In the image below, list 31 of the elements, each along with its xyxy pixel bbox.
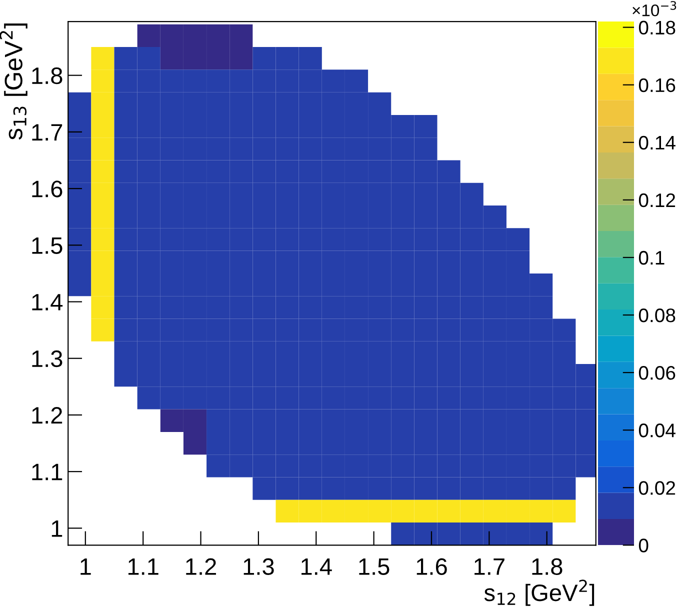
x-tick-label: 1.4 — [302, 558, 332, 575]
color-bar-title: ×10$^{−3}$ — [632, 1, 676, 16]
y-tick-label: 1.2 — [32, 407, 62, 424]
color-bar-label: 0.14 — [638, 136, 676, 150]
y-tick-label: 1.4 — [32, 294, 63, 310]
x-tick-label: 1.2 — [186, 558, 216, 575]
color-bar-label: 0 — [638, 538, 648, 552]
y-tick-label: 1.8 — [32, 67, 62, 84]
color-bar-label: 0.08 — [638, 308, 676, 322]
x-axis-title: s$_{12}$ [GeV$^{2}$] — [484, 580, 594, 606]
y-tick-label: 1.3 — [32, 350, 62, 368]
y-tick-label: 1.1 — [32, 464, 62, 480]
y-tick-label: 1.6 — [32, 180, 62, 198]
y-tick-label: 1 — [52, 520, 62, 537]
x-tick-label: 1.6 — [416, 558, 447, 576]
x-tick-label: 1.8 — [532, 558, 562, 576]
x-tick-label: 1.1 — [128, 558, 158, 575]
color-bar-label: 0.18 — [638, 20, 676, 35]
color-bar-label: 0.16 — [638, 78, 676, 92]
y-tick-label: 1.7 — [32, 124, 62, 140]
color-bar-label: 0.1 — [638, 250, 664, 265]
x-tick-label: 1.7 — [474, 558, 504, 575]
y-axis-title: s$_{13}$ [GeV$^{2}$] — [0, 23, 28, 140]
color-bar-label: 0.12 — [638, 193, 676, 208]
color-bar-label: 0.06 — [638, 366, 676, 380]
x-tick-label: 1 — [80, 558, 91, 575]
color-bar-label: 0.02 — [638, 481, 676, 495]
x-tick-label: 1.3 — [244, 558, 274, 576]
x-tick-label: 1.5 — [359, 558, 390, 576]
color-bar-label: 0.04 — [638, 424, 676, 438]
y-tick-label: 1.5 — [32, 237, 62, 254]
